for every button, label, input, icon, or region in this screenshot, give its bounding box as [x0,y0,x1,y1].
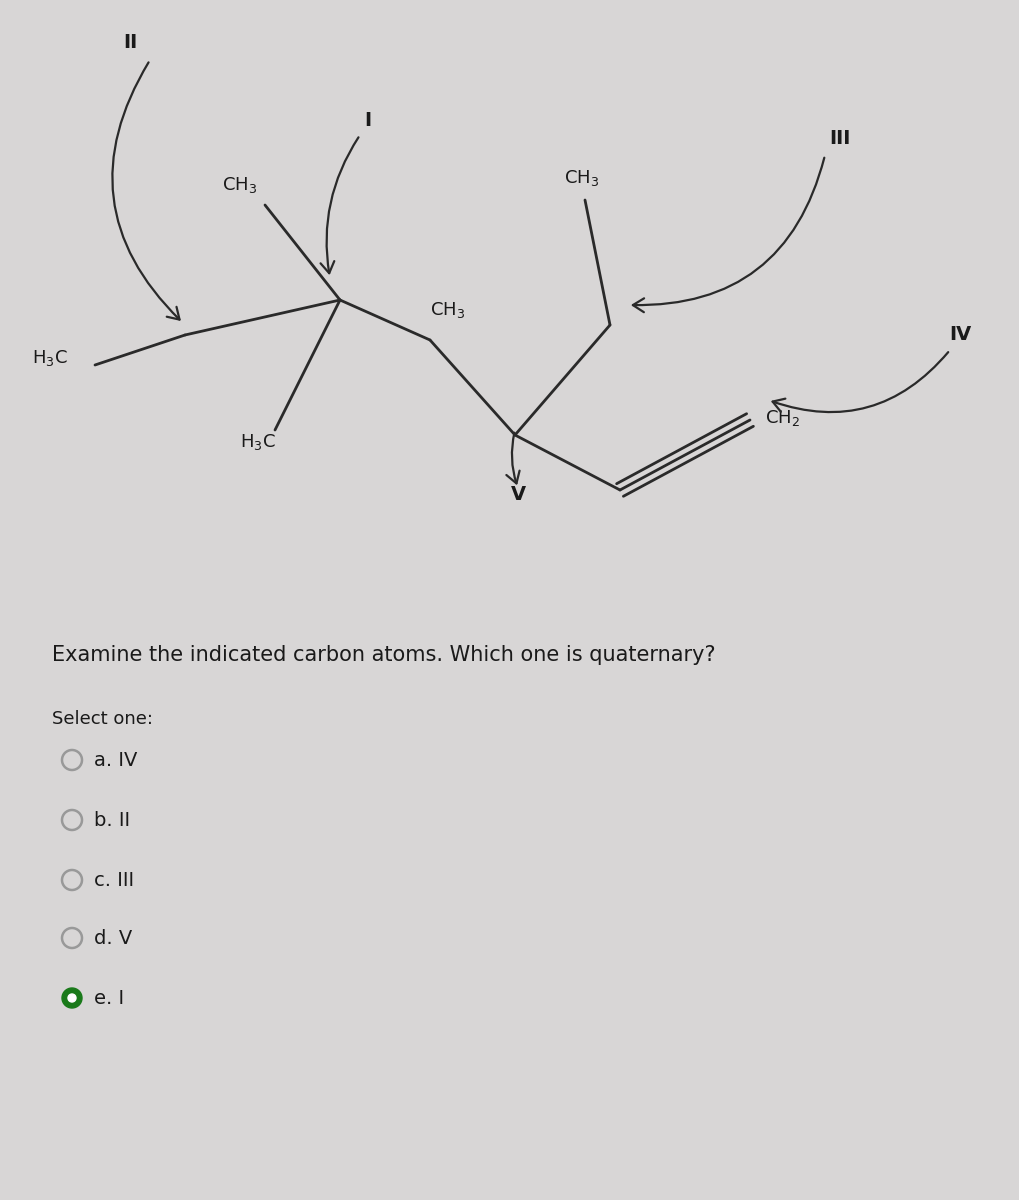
Text: e. I: e. I [94,989,124,1008]
Text: H$_3$C: H$_3$C [33,348,68,368]
Text: c. III: c. III [94,870,133,889]
Text: a. IV: a. IV [94,750,138,769]
FancyArrowPatch shape [505,433,519,484]
Text: CH$_3$: CH$_3$ [430,300,465,320]
Text: H$_3$C: H$_3$C [239,432,275,452]
Text: CH$_2$: CH$_2$ [764,408,799,428]
Text: III: III [828,128,850,148]
Text: V: V [510,486,525,504]
Text: CH$_3$: CH$_3$ [564,168,599,188]
Circle shape [62,988,82,1008]
Circle shape [68,994,76,1002]
Text: CH$_3$: CH$_3$ [222,175,258,194]
FancyArrowPatch shape [112,62,179,319]
Text: d. V: d. V [94,929,132,948]
Text: b. II: b. II [94,810,130,829]
Text: I: I [364,110,371,130]
Text: Select one:: Select one: [52,710,153,728]
Text: II: II [122,32,137,52]
FancyArrowPatch shape [771,352,948,412]
FancyArrowPatch shape [320,137,358,274]
Text: IV: IV [948,325,970,344]
FancyArrowPatch shape [632,157,823,312]
Text: Examine the indicated carbon atoms. Which one is quaternary?: Examine the indicated carbon atoms. Whic… [52,646,715,665]
